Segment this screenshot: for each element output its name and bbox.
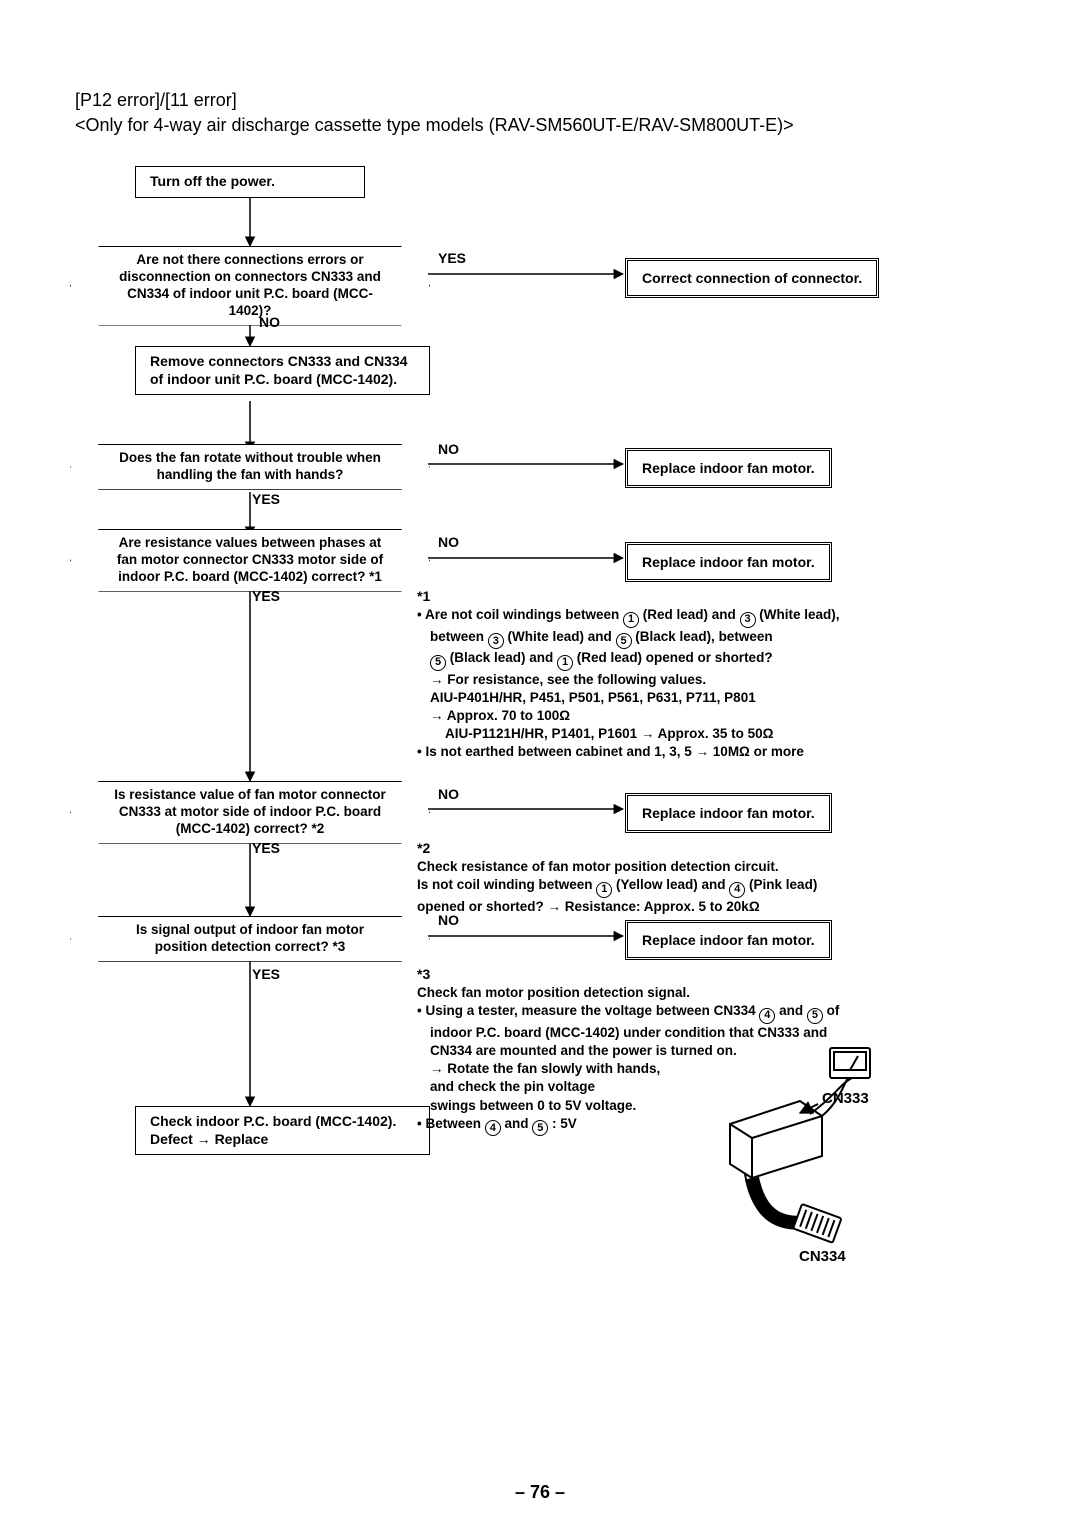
label-yes-1: YES [438, 250, 466, 266]
label-no-5: NO [438, 912, 459, 928]
note-line: → Approx. 70 to 100Ω [417, 707, 977, 725]
flowchart: Turn off the power. Are not there connec… [75, 166, 1005, 1446]
decision-text: Is resistance value of fan motor connect… [70, 781, 430, 844]
decision-fan-rotate: Does the fan rotate without trouble when… [70, 444, 430, 490]
note-line: → For resistance, see the following valu… [417, 671, 977, 689]
decision-resistance-cn333: Is resistance value of fan motor connect… [70, 781, 430, 844]
decision-text: Does the fan rotate without trouble when… [70, 444, 430, 490]
result-replace-motor-4: Replace indoor fan motor. [625, 920, 832, 960]
note-line: AIU-P401H/HR, P451, P501, P561, P631, P7… [417, 689, 977, 707]
connector-illustration [690, 1046, 890, 1276]
result-correct-connection: Correct connection of connector. [625, 258, 879, 298]
label-no-3: NO [438, 534, 459, 550]
note-line: Check resistance of fan motor position d… [417, 858, 977, 876]
label-no-2: NO [438, 441, 459, 457]
note-2: Check resistance of fan motor position d… [417, 858, 977, 916]
decision-text: Are not there connections errors or disc… [70, 246, 430, 326]
step-turn-off-power: Turn off the power. [135, 166, 365, 198]
note-line: • Is not earthed between cabinet and 1, … [417, 743, 977, 761]
note-line: opened or shorted? → Resistance: Approx.… [417, 898, 977, 916]
label-yes-5: YES [252, 966, 280, 982]
decision-connection-errors: Are not there connections errors or disc… [70, 246, 430, 326]
decision-text: Are resistance values between phases at … [70, 529, 430, 592]
note-line: Check fan motor position detection signa… [417, 984, 977, 1002]
step-remove-connectors: Remove connectors CN333 and CN334 of ind… [135, 346, 430, 395]
result-replace-motor-3: Replace indoor fan motor. [625, 793, 832, 833]
error-title: [P12 error]/[11 error] [75, 90, 1005, 111]
note-1: • Are not coil windings between 1 (Red l… [417, 606, 977, 762]
note-line: AIU-P1121H/HR, P1401, P1601 → Approx. 35… [417, 725, 977, 743]
label-yes-2: YES [252, 491, 280, 507]
label-no-4: NO [438, 786, 459, 802]
page-number: – 76 – [0, 1482, 1080, 1503]
result-replace-motor-2: Replace indoor fan motor. [625, 542, 832, 582]
error-subtitle: <Only for 4-way air discharge cassette t… [75, 115, 1005, 136]
decision-signal-output: Is signal output of indoor fan motor pos… [70, 916, 430, 962]
note-line: indoor P.C. board (MCC-1402) under condi… [417, 1024, 977, 1042]
result-replace-motor-1: Replace indoor fan motor. [625, 448, 832, 488]
decision-text: Is signal output of indoor fan motor pos… [70, 916, 430, 962]
note-3-tag: *3 [417, 966, 430, 982]
step-check-board: Check indoor P.C. board (MCC-1402). Defe… [135, 1106, 430, 1155]
decision-resistance-phases: Are resistance values between phases at … [70, 529, 430, 592]
